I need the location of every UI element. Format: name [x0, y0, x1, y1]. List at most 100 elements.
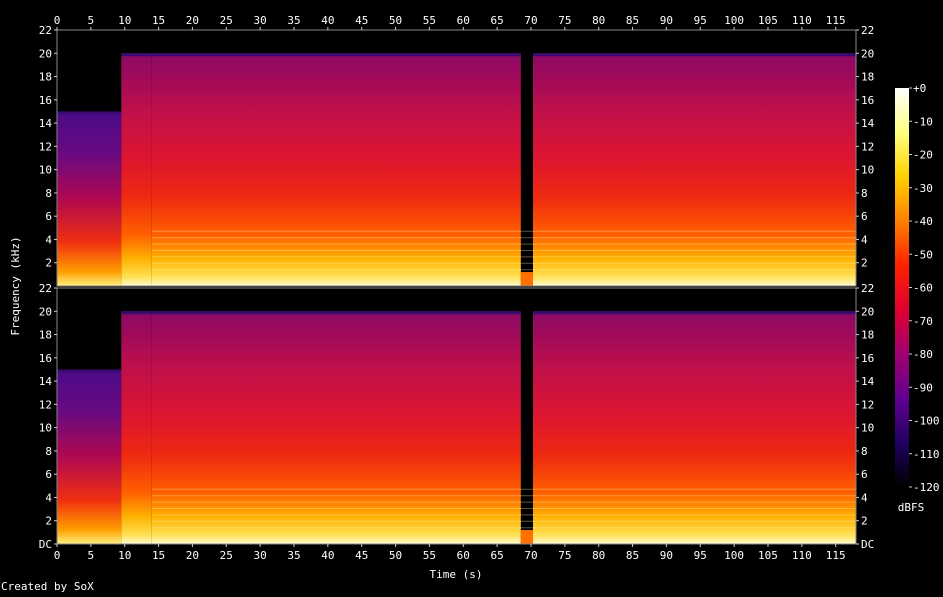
segment-energy-4 [533, 311, 856, 544]
colorbar-tick-label: -60 [913, 282, 933, 295]
y-tick-label: 16 [39, 352, 52, 365]
x-tick-label: 50 [389, 14, 402, 27]
x-axis-label: Time (s) [430, 568, 483, 581]
y-tick-label: 4 [861, 233, 868, 246]
gap-residual [520, 272, 534, 286]
y-axis-label: Frequency (kHz) [9, 236, 22, 335]
x-tick-label: 0 [54, 14, 61, 27]
y-tick-label: 8 [861, 187, 868, 200]
colorbar-tick-label: -30 [913, 182, 933, 195]
y-tick-label: 22 [39, 24, 52, 37]
x-tick-label: 35 [287, 14, 300, 27]
y-tick-label: 20 [39, 305, 52, 318]
y-tick-label: 18 [861, 71, 874, 84]
x-tick-label: 50 [389, 549, 402, 562]
segment-energy-1 [121, 311, 152, 544]
x-tick-label: 115 [826, 14, 846, 27]
x-tick-label: 70 [524, 549, 537, 562]
x-tick-label: 40 [321, 14, 334, 27]
x-tick-label: 20 [186, 14, 199, 27]
colorbar-tick-label: -10 [913, 115, 933, 128]
x-tick-label: 20 [186, 549, 199, 562]
x-tick-label: 35 [287, 549, 300, 562]
x-tick-label: 15 [152, 14, 165, 27]
x-tick-label: 45 [355, 549, 368, 562]
y-tick-label: 10 [39, 164, 52, 177]
x-tick-label: 65 [491, 14, 504, 27]
y-tick-label: 2 [45, 257, 52, 270]
y-tick-label: 4 [45, 233, 52, 246]
x-tick-label: 95 [694, 549, 707, 562]
segment-cutoff-edge-1 [121, 311, 152, 315]
y-tick-label: 14 [39, 117, 53, 130]
y-tick-label: 14 [39, 375, 53, 388]
colorbar-tick-label: -120 [913, 481, 940, 494]
y-tick-label: 14 [861, 117, 875, 130]
colorbar-tick-label: -80 [913, 348, 933, 361]
y-tick-label: 16 [39, 94, 52, 107]
gap-residual [520, 530, 534, 544]
x-tick-label: 85 [626, 14, 639, 27]
y-tick-label: 6 [45, 468, 52, 481]
y-tick-label: 20 [861, 305, 874, 318]
x-tick-label: 90 [660, 549, 673, 562]
colorbar-tick-label: -70 [913, 315, 933, 328]
colorbar-tick-label: -100 [913, 415, 940, 428]
y-tick-label: 10 [861, 422, 874, 435]
colorbar-tick-label: +0 [913, 82, 926, 95]
y-tick-label: 6 [861, 210, 868, 223]
x-tick-label: 30 [254, 549, 267, 562]
y-tick-label: 22 [861, 282, 874, 295]
x-tick-label: 75 [558, 549, 571, 562]
y-tick-label: 10 [861, 164, 874, 177]
x-tick-label: 110 [792, 549, 812, 562]
y-tick-label: 2 [45, 515, 52, 528]
x-tick-label: 105 [758, 549, 778, 562]
segment-cutoff-edge-4 [533, 53, 856, 57]
x-tick-label: 25 [220, 14, 233, 27]
segment-energy-1 [121, 53, 152, 286]
y-tick-label: 10 [39, 422, 52, 435]
segment-energy-2 [151, 53, 521, 286]
x-tick-label: 60 [457, 14, 470, 27]
segment-energy-0 [57, 369, 122, 544]
y-tick-label: 22 [861, 24, 874, 37]
segment-cutoff-edge-2 [151, 53, 521, 57]
x-tick-label: 25 [220, 549, 233, 562]
y-tick-label: 18 [861, 329, 874, 342]
y-tick-label: 2 [861, 257, 868, 270]
segment-cutoff-edge-0 [57, 111, 122, 115]
panel-frame [56, 287, 857, 545]
x-tick-label: 0 [54, 549, 61, 562]
x-tick-label: 110 [792, 14, 812, 27]
y-tick-label: 20 [39, 47, 52, 60]
segment-cutoff-edge-2 [151, 311, 521, 315]
x-tick-label: 15 [152, 549, 165, 562]
x-tick-label: 115 [826, 549, 846, 562]
x-tick-label: 90 [660, 14, 673, 27]
x-tick-label: 65 [491, 549, 504, 562]
spectrogram-panel-channel-1 [56, 29, 857, 287]
y-tick-label: 4 [861, 491, 868, 504]
x-tick-label: 80 [592, 549, 605, 562]
x-tick-label: 100 [724, 14, 744, 27]
y-tick-label: 20 [861, 47, 874, 60]
credit-text: Created by SoX [1, 580, 94, 593]
y-tick-label: 8 [861, 445, 868, 458]
x-tick-label: 40 [321, 549, 334, 562]
y-tick-label: 6 [45, 210, 52, 223]
colorbar-label: dBFS [898, 501, 925, 514]
y-tick-label: 6 [861, 468, 868, 481]
segment-energy-2 [151, 311, 521, 544]
y-tick-label: 8 [45, 445, 52, 458]
x-tick-label: 10 [118, 549, 131, 562]
colorbar-tick-label: -110 [913, 448, 940, 461]
y-tick-label: 4 [45, 491, 52, 504]
y-tick-label: 18 [39, 71, 52, 84]
x-tick-label: 5 [88, 14, 95, 27]
y-tick-label: 16 [861, 94, 874, 107]
x-tick-label: 85 [626, 549, 639, 562]
y-tick-label: 22 [39, 282, 52, 295]
x-tick-label: 95 [694, 14, 707, 27]
